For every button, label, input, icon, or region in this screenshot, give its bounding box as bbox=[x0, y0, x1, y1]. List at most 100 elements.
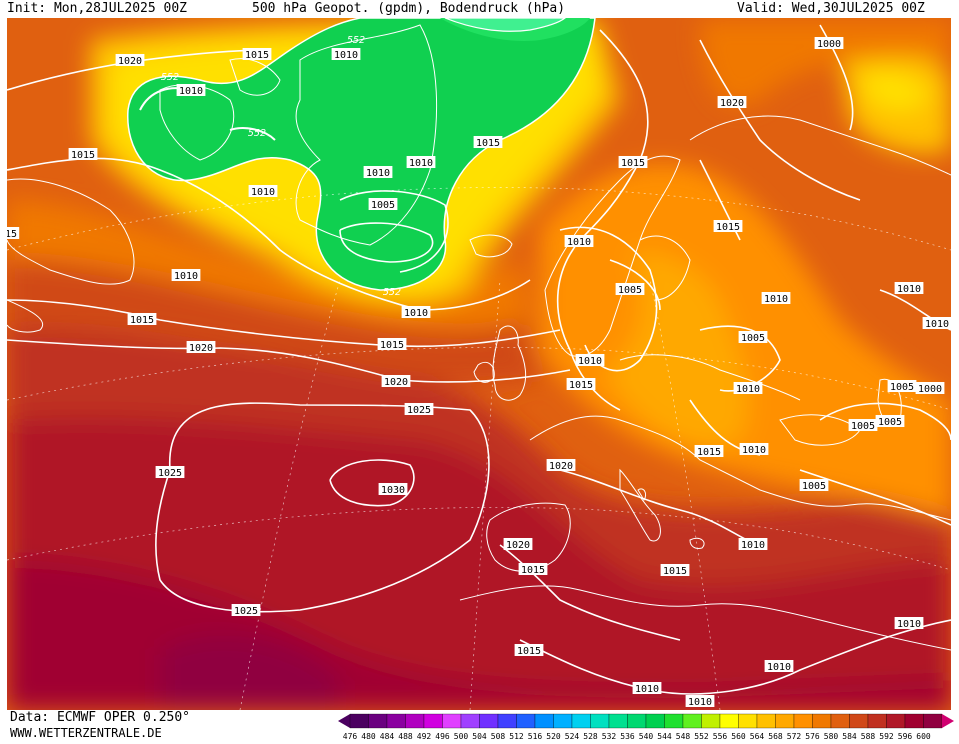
pressure-label-text: 1015 bbox=[130, 315, 154, 326]
pressure-label-text: 1010 bbox=[179, 86, 203, 97]
legend-value: 564 bbox=[750, 732, 765, 740]
pressure-label-text: 1010 bbox=[174, 271, 198, 282]
pressure-label-text: 1010 bbox=[741, 540, 765, 551]
website-link[interactable]: WWW.WETTERZENTRALE.DE bbox=[10, 726, 162, 740]
geopotential-label-text: 552 bbox=[347, 35, 365, 46]
pressure-label-text: 1005 bbox=[371, 200, 395, 211]
pressure-label: 1030 bbox=[378, 483, 408, 496]
pressure-label-text: 1015 bbox=[663, 566, 687, 577]
pressure-label-text: 1015 bbox=[521, 565, 545, 576]
pressure-label: 1005 bbox=[887, 380, 917, 393]
legend-swatch bbox=[590, 713, 610, 729]
pressure-label-text: 1025 bbox=[234, 606, 258, 617]
legend-value: 480 bbox=[361, 732, 376, 740]
pressure-label-text: 1015 bbox=[71, 150, 95, 161]
pressure-label: 1010 bbox=[739, 443, 769, 456]
legend-value: 488 bbox=[398, 732, 413, 740]
pressure-label: 1015 bbox=[68, 148, 98, 161]
pressure-label-text: 1005 bbox=[878, 417, 902, 428]
legend-swatch bbox=[775, 713, 795, 729]
pressure-label-text: 1010 bbox=[635, 684, 659, 695]
map-title: 500 hPa Geopot. (gpdm), Bodendruck (hPa) bbox=[252, 1, 566, 16]
legend-swatch bbox=[701, 713, 721, 729]
data-source: Data: ECMWF OPER 0.250° bbox=[10, 710, 191, 725]
pressure-label: 1010 bbox=[248, 185, 278, 198]
pressure-label-text: 1015 bbox=[517, 646, 541, 657]
legend-value: 540 bbox=[639, 732, 654, 740]
pressure-label: 1000 bbox=[915, 382, 945, 395]
pressure-label: 1015 bbox=[127, 313, 157, 326]
pressure-label-text: 1000 bbox=[918, 384, 942, 395]
legend-swatch bbox=[571, 713, 591, 729]
legend-swatch bbox=[479, 713, 499, 729]
pressure-label: 1015 bbox=[377, 338, 407, 351]
pressure-label-text: 15 bbox=[7, 229, 17, 240]
pressure-label-text: 1025 bbox=[158, 468, 182, 479]
pressure-label-text: 1010 bbox=[334, 50, 358, 61]
pressure-label: 1010 bbox=[685, 695, 715, 708]
pressure-label: 1015 bbox=[518, 563, 548, 576]
header-bar: Init: Mon,28JUL2025 00Z 500 hPa Geopot. … bbox=[0, 0, 959, 18]
map-canvas: 1020 1015 1010 1010 1015 1010 1010 1010 1005 1015… bbox=[7, 18, 951, 710]
pressure-label: 1015 bbox=[514, 644, 544, 657]
pressure-label-text: 1015 bbox=[380, 340, 404, 351]
pressure-label: 1020 bbox=[115, 54, 145, 67]
pressure-label: 1020 bbox=[503, 538, 533, 551]
legend-swatch bbox=[608, 713, 628, 729]
pressure-label-text: 1020 bbox=[549, 461, 573, 472]
legend-swatch bbox=[497, 713, 517, 729]
pressure-label-text: 1020 bbox=[720, 98, 744, 109]
legend-canvas: 476 480 484 488 492 496 500 504 508 512 516 520 524 5… bbox=[338, 713, 954, 741]
pressure-label: 1025 bbox=[231, 604, 261, 617]
pressure-label-text: 1010 bbox=[742, 445, 766, 456]
pressure-label: 1010 bbox=[406, 156, 436, 169]
legend-swatch bbox=[368, 713, 388, 729]
legend-swatch bbox=[812, 713, 832, 729]
pressure-label-text: 1010 bbox=[897, 284, 921, 295]
pressure-label: 1010 bbox=[632, 682, 662, 695]
pressure-label: 1015 bbox=[713, 220, 743, 233]
pressure-label-text: 1010 bbox=[736, 384, 760, 395]
legend-value: 484 bbox=[380, 732, 395, 740]
geopotential-label-text: 552 bbox=[248, 128, 266, 139]
legend-value: 508 bbox=[491, 732, 506, 740]
pressure-label: 1010 bbox=[331, 48, 361, 61]
legend-value: 476 bbox=[343, 732, 358, 740]
legend-value: 532 bbox=[602, 732, 617, 740]
pressure-label-text: 1010 bbox=[404, 308, 428, 319]
weather-map: 1020 1015 1010 1010 1015 1010 1010 1010 1005 1015… bbox=[7, 18, 951, 710]
legend-value: 600 bbox=[916, 732, 931, 740]
pressure-label-text: 1010 bbox=[366, 168, 390, 179]
legend-value: 596 bbox=[898, 732, 913, 740]
pressure-label-text: 1020 bbox=[118, 56, 142, 67]
pressure-label: 1025 bbox=[155, 466, 185, 479]
legend-value: 584 bbox=[842, 732, 857, 740]
pressure-label-text: 1015 bbox=[716, 222, 740, 233]
legend-value: 552 bbox=[694, 732, 709, 740]
pressure-label-text: 1005 bbox=[890, 382, 914, 393]
legend-value: 496 bbox=[435, 732, 450, 740]
pressure-label: 1005 bbox=[368, 198, 398, 211]
legend-value: 504 bbox=[472, 732, 487, 740]
pressure-label: 1010 bbox=[922, 317, 951, 330]
legend-value: 500 bbox=[454, 732, 469, 740]
pressure-label-text: 1005 bbox=[618, 285, 642, 296]
pressure-label: 1010 bbox=[176, 84, 206, 97]
pressure-label-text: 1020 bbox=[189, 343, 213, 354]
legend-value: 544 bbox=[657, 732, 672, 740]
pressure-label: 1010 bbox=[575, 354, 605, 367]
legend-value: 568 bbox=[768, 732, 783, 740]
legend-swatch bbox=[664, 713, 684, 729]
pressure-label-text: 1010 bbox=[767, 662, 791, 673]
pressure-label-text: 1010 bbox=[688, 697, 712, 708]
legend-value: 528 bbox=[583, 732, 598, 740]
legend-swatch bbox=[534, 713, 554, 729]
legend-value: 592 bbox=[879, 732, 894, 740]
pressure-label: 1005 bbox=[848, 419, 878, 432]
pressure-label: 1005 bbox=[738, 331, 768, 344]
pressure-label: 1020 bbox=[546, 459, 576, 472]
pressure-label-text: 1010 bbox=[897, 619, 921, 630]
pressure-label: 1020 bbox=[186, 341, 216, 354]
pressure-label: 1010 bbox=[764, 660, 794, 673]
pressure-label: 15 bbox=[7, 227, 20, 240]
